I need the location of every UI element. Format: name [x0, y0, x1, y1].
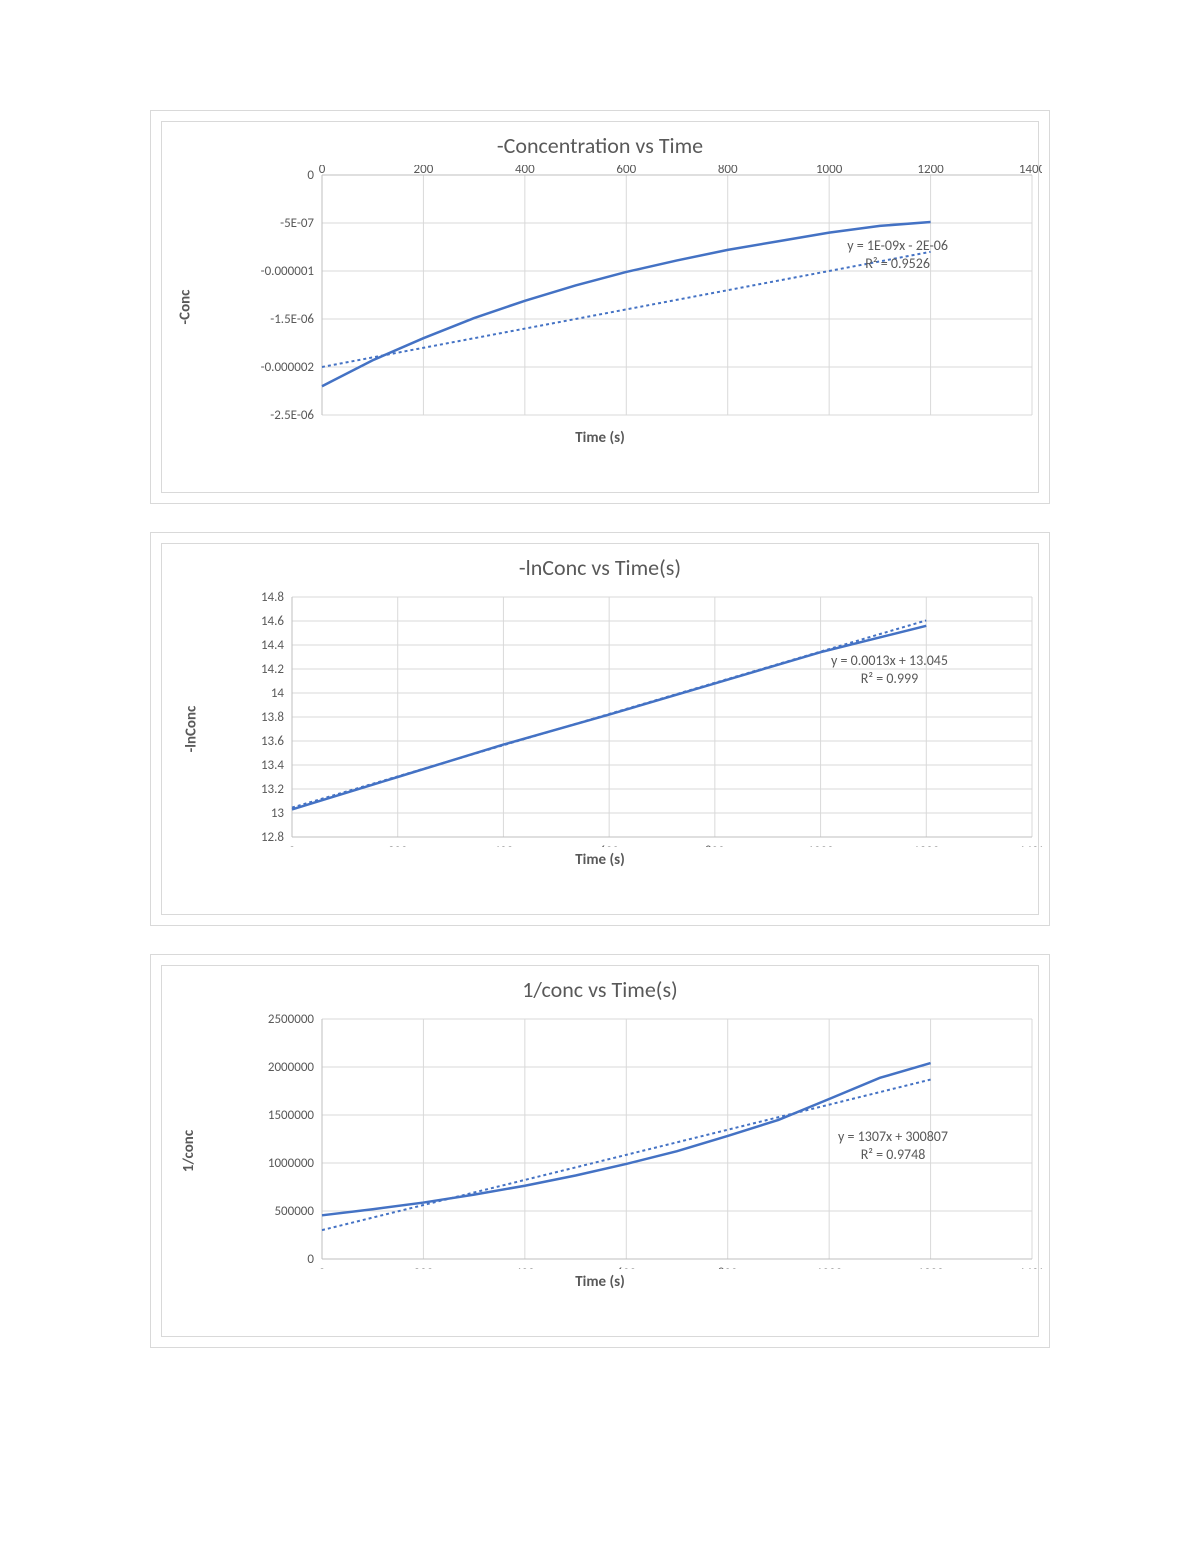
chart-conc-container: -Concentration vs Time -Conc 0 -5E-07 -0.000… [150, 110, 1050, 504]
y-axis-label: -lnConc [182, 706, 200, 753]
svg-text:1000: 1000 [807, 844, 834, 847]
svg-text:600: 600 [616, 1266, 636, 1269]
svg-text:13: 13 [271, 806, 285, 821]
svg-text:1200: 1200 [913, 844, 940, 847]
trendline-equation: y = 1307x + 300807R² = 0.9748 [838, 1128, 948, 1164]
svg-text:1400: 1400 [1019, 844, 1042, 847]
y-axis-label: 1/conc [180, 1130, 198, 1172]
svg-text:1200: 1200 [917, 1266, 944, 1269]
svg-text:0: 0 [319, 1266, 326, 1269]
svg-text:2000000: 2000000 [268, 1060, 315, 1075]
svg-text:14.2: 14.2 [261, 662, 284, 677]
trendline-equation: y = 1E-09x - 2E-06R² = 0.9526 [847, 237, 948, 273]
svg-text:14: 14 [271, 686, 285, 701]
svg-text:13.2: 13.2 [261, 782, 284, 797]
svg-text:2500000: 2500000 [268, 1012, 315, 1027]
svg-text:-0.000002: -0.000002 [261, 360, 315, 375]
y-axis-label: -Conc [176, 290, 194, 325]
svg-text:13.6: 13.6 [261, 734, 284, 749]
svg-text:200: 200 [388, 844, 408, 847]
svg-text:12.8: 12.8 [261, 830, 284, 845]
chart-invconc: 1/conc vs Time(s) 1/conc 2500000 2000000 150… [161, 965, 1039, 1337]
svg-text:1000: 1000 [816, 1266, 843, 1269]
svg-text:13.4: 13.4 [261, 758, 284, 773]
chart-lnconc-container: -lnConc vs Time(s)-lnConc14.814.614.414.… [150, 532, 1050, 926]
chart-title: -lnConc vs Time(s) [162, 544, 1038, 587]
svg-text:0: 0 [307, 168, 314, 183]
chart-invconc-container: 1/conc vs Time(s) 1/conc 2500000 2000000 150… [150, 954, 1050, 1348]
plot-area: 14.8 14.6 14.4 14.2 14 13.8 13.6 13.4 13.2 13 12.8… [192, 587, 1042, 847]
svg-text:800: 800 [705, 844, 725, 847]
svg-text:400: 400 [494, 844, 514, 847]
svg-text:200: 200 [414, 1266, 434, 1269]
svg-text:-5E-07: -5E-07 [280, 216, 314, 231]
svg-text:400: 400 [515, 1266, 535, 1269]
svg-text:1500000: 1500000 [268, 1108, 315, 1123]
x-axis-label: Time (s) [162, 425, 1038, 457]
chart-title: -Concentration vs Time [162, 122, 1038, 165]
svg-text:1400: 1400 [1019, 1266, 1042, 1269]
svg-text:1000000: 1000000 [268, 1156, 315, 1171]
x-axis-label: Time (s) [162, 847, 1038, 879]
svg-text:0: 0 [289, 844, 296, 847]
svg-text:800: 800 [718, 1266, 738, 1269]
svg-text:14.8: 14.8 [261, 590, 284, 605]
svg-text:14.6: 14.6 [261, 614, 284, 629]
svg-text:500000: 500000 [274, 1204, 314, 1219]
svg-text:0: 0 [307, 1252, 314, 1267]
chart-lnconc: -lnConc vs Time(s)-lnConc14.814.614.414.… [161, 543, 1039, 915]
chart-title: 1/conc vs Time(s) [162, 966, 1038, 1009]
trendline-equation: y = 0.0013x + 13.045R² = 0.999 [831, 652, 948, 688]
svg-text:13.8: 13.8 [261, 710, 284, 725]
svg-text:-0.000001: -0.000001 [261, 264, 314, 279]
plot-area: 0 -5E-07 -0.000001 -1.5E-06 -0.000002 -2.5E-0… [192, 165, 1042, 425]
x-axis-label: Time (s) [162, 1269, 1038, 1301]
svg-text:600: 600 [599, 844, 619, 847]
chart-conc: -Concentration vs Time -Conc 0 -5E-07 -0.000… [161, 121, 1039, 493]
svg-text:14.4: 14.4 [261, 638, 284, 653]
svg-text:-2.5E-06: -2.5E-06 [270, 408, 314, 423]
svg-text:-1.5E-06: -1.5E-06 [270, 312, 314, 327]
